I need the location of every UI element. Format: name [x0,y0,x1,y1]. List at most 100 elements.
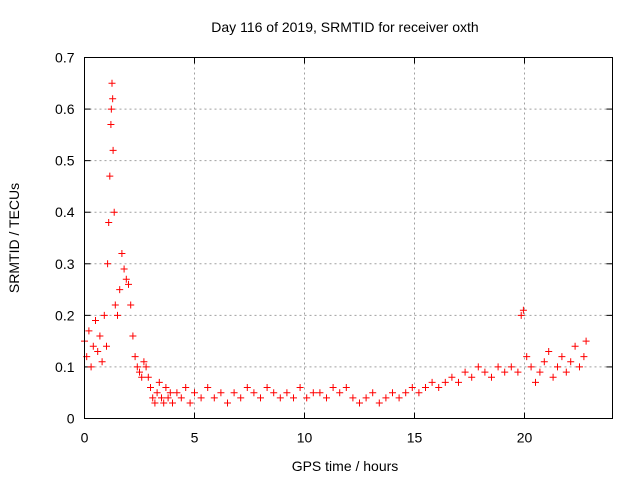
data-point [519,306,527,314]
data-point [571,342,579,350]
data-point [369,389,377,397]
data-point [448,373,456,381]
data-point [461,368,469,376]
x-tick-label: 10 [297,430,313,446]
data-point [107,105,115,113]
data-point [204,384,212,392]
y-tick-label: 0.7 [55,50,75,66]
y-tick-label: 0.2 [55,307,75,323]
data-point [441,378,449,386]
data-point [455,378,462,386]
data-point [129,332,137,340]
data-point [230,389,238,397]
y-axis-label: SRMTID / TECUs [6,183,22,293]
data-point [177,394,185,402]
data-point [106,172,114,180]
data-point [342,384,350,392]
y-tick-label: 0.3 [55,256,75,272]
data-point [582,337,590,345]
data-point [481,368,489,376]
data-point [155,378,163,386]
data-point [131,353,139,361]
data-point [94,347,102,355]
data-point [316,389,324,397]
plot-frame [84,57,613,419]
data-point [85,327,93,335]
y-tick-label: 0.5 [55,153,75,169]
data-point [514,368,522,376]
data-point [186,399,194,407]
data-point [554,363,561,371]
x-axis-label: GPS time / hours [292,458,399,474]
data-point [224,399,231,407]
data-point [422,384,429,392]
data-point [111,301,119,309]
x-tick-label: 15 [407,430,423,446]
data-point [540,358,548,366]
data-point [92,317,99,325]
data-point [558,353,566,361]
data-point [468,373,476,381]
data-point [270,389,278,397]
data-point [169,399,176,407]
data-point [545,347,553,355]
data-point [362,394,370,402]
data-point [349,394,357,402]
data-point [428,378,436,386]
x-tick-label: 0 [81,430,89,446]
data-point [89,342,97,350]
data-point [296,384,304,392]
data-point [356,399,363,407]
data-point [523,353,531,361]
data-point [153,389,161,397]
data-point [164,394,172,402]
data-point [151,399,159,407]
data-point [127,301,135,309]
data-point [501,368,509,376]
data-point [98,358,106,366]
data-point [323,394,330,402]
data-point [576,363,583,371]
data-point [250,389,258,397]
data-point [197,394,205,402]
grid [84,57,613,419]
data-point [382,394,390,402]
data-point [283,389,291,397]
data-point [257,394,264,402]
data-point [125,280,132,288]
data-point [166,389,174,397]
data-point [144,373,152,381]
data-point [120,265,128,273]
data-point [402,389,410,397]
data-point [160,399,168,407]
data-point [162,384,170,392]
data-point [415,389,423,397]
y-tick-label: 0.1 [55,359,75,375]
y-tick-label: 0.4 [55,204,75,220]
data-point [389,389,396,397]
data-point [562,368,570,376]
data-point [567,358,575,366]
data-point [136,368,143,376]
data-point [109,95,117,103]
data-point [408,384,416,392]
data-point [133,363,141,371]
data-point [395,394,403,402]
data-point [263,384,271,392]
data-point [142,363,150,371]
chart-title: Day 116 of 2019, SRMTID for receiver oxt… [211,19,478,35]
y-tick-label: 0.6 [55,101,75,117]
data-point [375,399,383,407]
data-point [488,373,495,381]
axis-ticks [84,57,613,419]
data-point [100,311,108,319]
data-point [87,363,95,371]
data-point [158,394,165,402]
data-point [191,389,198,397]
data-point [309,389,317,397]
data-point [303,394,311,402]
data-point [118,249,126,257]
data-point [104,260,112,268]
data-point [105,219,113,227]
